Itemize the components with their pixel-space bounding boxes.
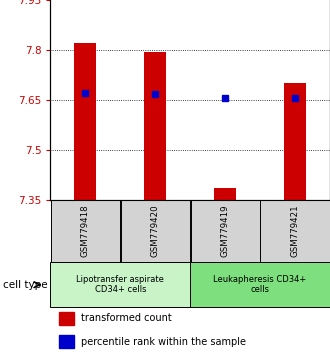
Text: percentile rank within the sample: percentile rank within the sample [81,337,246,347]
Bar [59,312,74,325]
Text: Lipotransfer aspirate
CD34+ cells: Lipotransfer aspirate CD34+ cells [76,275,164,295]
Bar [190,200,260,262]
Bar [120,200,190,262]
Bar [214,188,236,200]
Text: Leukapheresis CD34+
cells: Leukapheresis CD34+ cells [214,275,307,295]
Bar [59,335,74,348]
Bar [260,200,330,262]
Bar [74,43,96,200]
Bar [284,83,306,200]
Text: GSM779419: GSM779419 [221,205,230,257]
Text: GSM779418: GSM779418 [81,205,90,257]
Bar [51,200,120,262]
Text: transformed count: transformed count [81,313,172,324]
Bar [144,52,166,200]
Bar [50,262,190,307]
Bar [190,262,330,307]
Text: GSM779420: GSM779420 [151,205,160,257]
Text: GSM779421: GSM779421 [290,205,300,257]
Text: cell type: cell type [3,280,47,290]
